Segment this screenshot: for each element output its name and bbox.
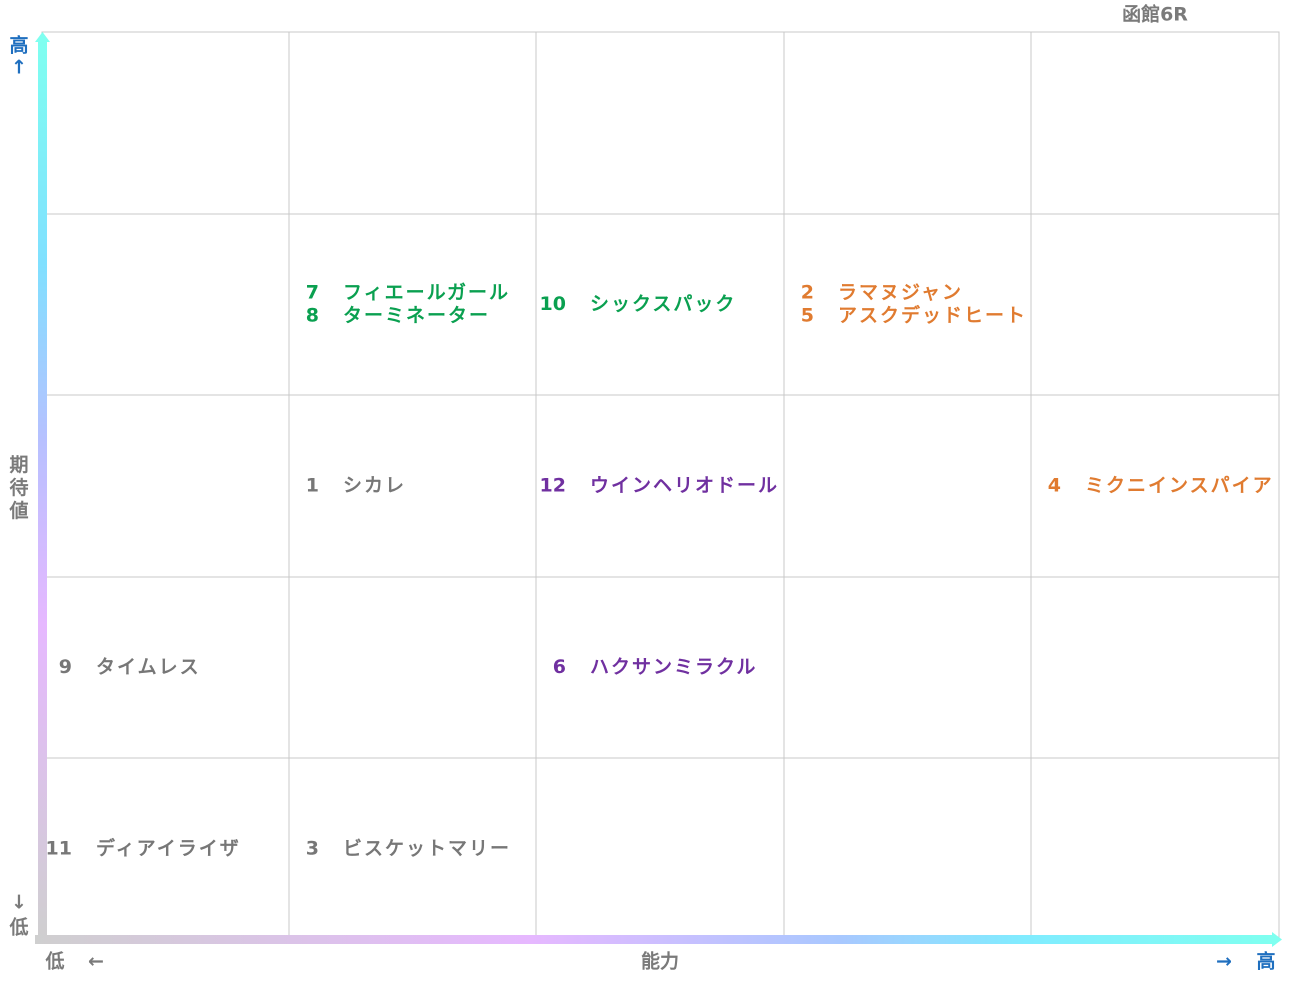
horse-number: 3 <box>306 838 319 860</box>
x-high: 高 <box>1256 950 1275 973</box>
y-high-arrow: ↑ <box>11 57 27 79</box>
horse-number: 10 <box>540 293 566 315</box>
horse-number: 2 <box>801 282 814 304</box>
x-axis-bar <box>35 935 1273 944</box>
horse-number: 4 <box>1048 475 1061 497</box>
y-high: 高 <box>9 34 28 57</box>
horse-name: アスクデッドヒート <box>838 304 1027 327</box>
title: 函館6R <box>1122 3 1188 26</box>
y-low: 低 <box>8 916 28 939</box>
horse-name: シカレ <box>343 475 406 497</box>
y-axis-bar <box>38 38 47 940</box>
horse-name: ラマヌジャン <box>838 282 963 304</box>
x-low: 低 <box>44 950 64 973</box>
horse-name: タイムレス <box>96 656 201 678</box>
horse-name: ターミネーター <box>343 305 490 327</box>
horse-number: 7 <box>306 282 319 304</box>
horse-number: 9 <box>59 656 72 678</box>
horse-number: 1 <box>306 475 319 497</box>
horse-name: ウインヘリオドール <box>590 475 779 497</box>
horse-number: 6 <box>553 656 566 678</box>
y-axis-label: 期待値 <box>8 454 28 522</box>
horse-name: ハクサンミラクル <box>590 656 757 678</box>
horse-name: ミクニインスパイア <box>1085 475 1274 497</box>
horse-name: ディアイライザ <box>96 837 241 860</box>
x-low-arrow: ← <box>88 951 104 973</box>
x-axis-label: 能力 <box>641 950 679 973</box>
y-axis-arrowhead <box>35 32 50 42</box>
x-high-arrow: → <box>1216 951 1232 973</box>
horse-name: シックスパック <box>590 293 736 315</box>
y-low-arrow: ↓ <box>11 892 27 914</box>
horse-number: 5 <box>801 305 814 327</box>
horse-name: ビスケットマリー <box>343 838 511 860</box>
horse-number: 8 <box>306 305 319 327</box>
horse-name: フィエールガール <box>343 282 510 304</box>
horse-number: 12 <box>540 475 566 497</box>
horse-number: 11 <box>46 838 72 860</box>
x-axis-arrowhead <box>1272 932 1282 947</box>
